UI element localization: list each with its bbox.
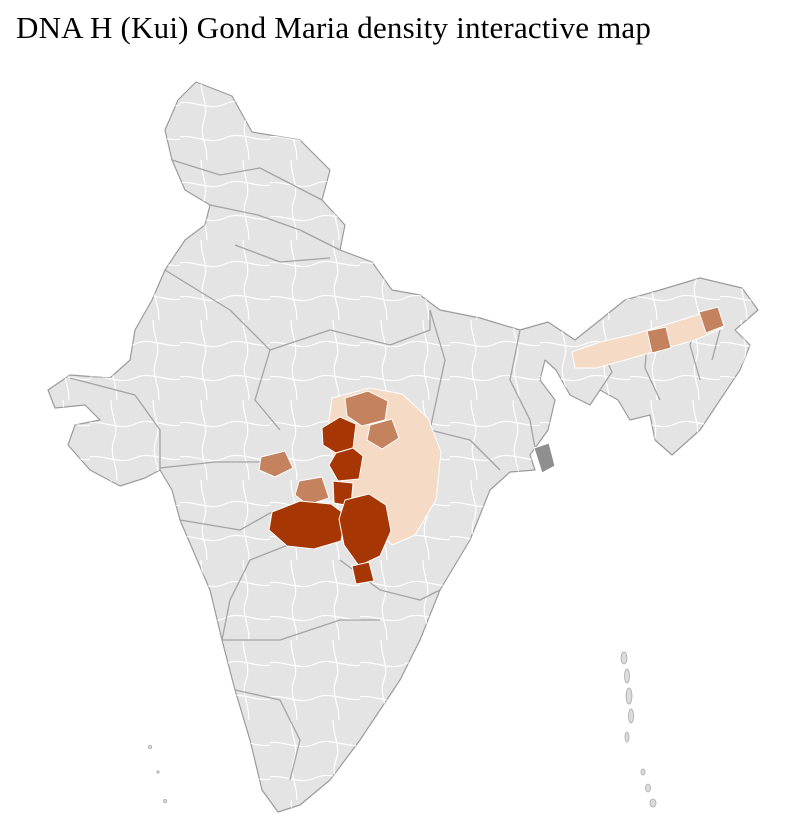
nicobar-island[interactable] xyxy=(645,783,651,793)
districts-medium-density[interactable] xyxy=(258,306,725,506)
districts-high-density[interactable] xyxy=(268,416,392,585)
district-medium-assam[interactable] xyxy=(646,326,672,354)
district-low-assam-valley[interactable] xyxy=(571,310,724,369)
district-medium[interactable] xyxy=(344,390,389,427)
district-high[interactable] xyxy=(351,561,375,585)
lakshadweep-island[interactable] xyxy=(162,799,167,804)
nicobar-island[interactable] xyxy=(640,768,646,776)
state-borders xyxy=(69,159,721,781)
district-medium-arunachal[interactable] xyxy=(698,306,725,334)
lakshadweep-island[interactable] xyxy=(147,745,152,750)
island-chains[interactable] xyxy=(147,651,657,808)
district-medium[interactable] xyxy=(258,450,294,478)
lakshadweep-island[interactable] xyxy=(156,770,160,774)
andaman-island[interactable] xyxy=(624,668,630,684)
district-medium[interactable] xyxy=(294,476,330,506)
andaman-island[interactable] xyxy=(620,651,628,665)
map-title: DNA H (Kui) Gond Maria density interacti… xyxy=(16,10,652,45)
district-high-bastar[interactable] xyxy=(338,493,392,567)
nicobar-island[interactable] xyxy=(649,798,657,808)
district-medium[interactable] xyxy=(366,418,400,450)
district-metro-gray[interactable] xyxy=(533,442,556,474)
andaman-island[interactable] xyxy=(625,687,633,705)
andaman-island[interactable] xyxy=(624,731,630,743)
district-high[interactable] xyxy=(328,447,364,482)
district-high-west[interactable] xyxy=(268,500,347,550)
andaman-island[interactable] xyxy=(628,708,634,724)
